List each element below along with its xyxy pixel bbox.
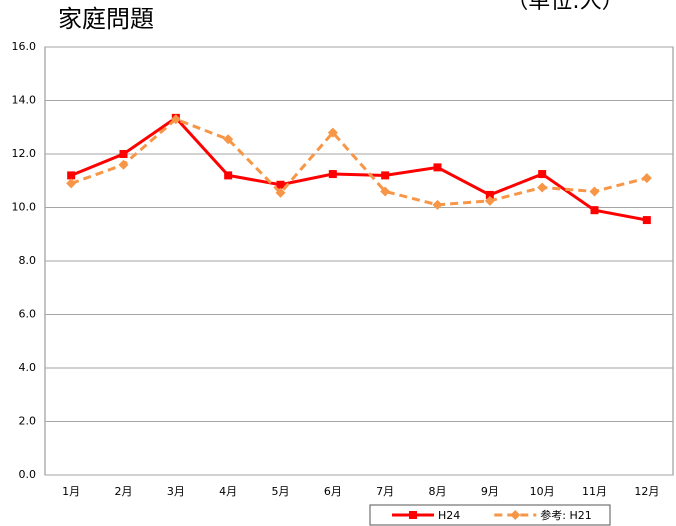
y-tick-label: 4.0 [19,361,37,374]
data-point [328,170,337,179]
data-point [380,186,391,197]
data-point [118,159,129,170]
x-tick-label: 1月 [62,485,80,498]
legend-marker [409,511,417,519]
y-tick-label: 8.0 [19,254,37,267]
data-point [590,206,599,215]
x-tick-label: 7月 [376,485,394,498]
x-tick-label: 9月 [481,485,499,498]
y-tick-label: 0.0 [19,468,37,481]
x-tick-label: 11月 [582,485,607,498]
data-point [538,170,547,179]
data-point [589,186,600,197]
x-tick-label: 10月 [530,485,555,498]
y-tick-label: 14.0 [12,94,37,107]
y-tick-label: 2.0 [19,415,37,428]
legend-marker [510,510,521,520]
legend-label: H24 [438,509,460,522]
legend-label: 参考: H21 [540,508,591,522]
data-point [224,171,233,180]
series-line [70,115,648,222]
data-point [432,199,443,210]
x-tick-label: 4月 [219,485,237,498]
data-point [223,134,234,145]
data-point [327,127,338,138]
y-tick-label: 16.0 [12,40,37,53]
y-tick-label: 10.0 [12,201,37,214]
x-tick-label: 12月 [634,485,659,498]
unit-note: （単位:人） [506,0,623,14]
data-point [275,187,286,198]
chart-title: 家庭問題 [58,5,154,33]
data-point [642,216,651,225]
data-point [433,163,442,172]
data-point [641,173,652,184]
data-point [67,171,76,180]
y-tick-label: 6.0 [19,308,37,321]
x-tick-label: 5月 [272,485,290,498]
data-point [485,190,494,199]
legend-box [369,504,611,526]
y-tick-label: 12.0 [12,147,37,160]
data-point [381,171,390,180]
data-point [66,178,77,189]
data-point [276,180,285,189]
data-point [484,195,495,206]
x-tick-label: 6月 [324,485,342,498]
data-point [170,114,181,125]
data-point [537,182,548,193]
x-tick-label: 8月 [429,485,447,498]
data-point [119,150,128,158]
x-tick-label: 2月 [115,485,133,498]
x-tick-label: 3月 [167,485,185,498]
